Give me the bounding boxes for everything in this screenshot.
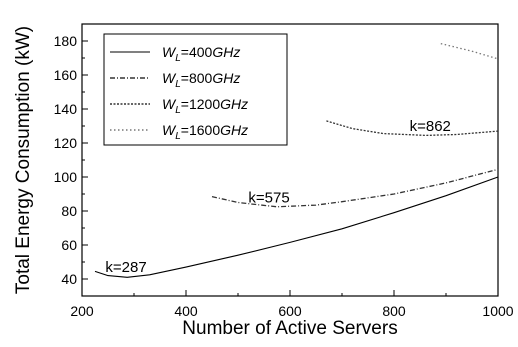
legend-label-part: W <box>162 44 177 60</box>
y-axis-label: Total Energy Consumption (kW) <box>13 26 34 294</box>
x-tick-label: 800 <box>382 303 406 319</box>
x-axis-label: Number of Active Servers <box>182 318 397 339</box>
x-axis-ticks: 200 400 600 800 1000 <box>70 290 514 319</box>
y-tick-label: 40 <box>61 271 77 287</box>
y-tick-label: 120 <box>54 135 78 151</box>
legend-label-4: WL=1600GHz <box>162 122 248 142</box>
annotation-label: k=862 <box>410 118 451 135</box>
y-tick-label: 160 <box>54 67 78 83</box>
legend-label-part: L <box>175 79 181 90</box>
legend-label-part: L <box>175 105 181 116</box>
legend-label-part: GHz <box>220 96 248 112</box>
y-tick-label: 80 <box>61 203 77 219</box>
legend-label-part: =1200 <box>181 96 221 112</box>
series-line-1 <box>94 176 499 278</box>
legend-label-part: W <box>162 122 177 138</box>
legend-label-part: GHz <box>212 70 240 86</box>
annotation-label: k=575 <box>248 190 289 207</box>
x-tick-label: 200 <box>70 303 94 319</box>
legend-label-part: =1600 <box>181 122 221 138</box>
legend-label-part: L <box>175 53 181 64</box>
x-tick-label: 600 <box>278 303 302 319</box>
annotation-label: k=287 <box>105 259 146 276</box>
legend-label-3: WL=1200GHz <box>162 96 248 116</box>
legend-label-part: GHz <box>212 44 240 60</box>
series-line-2 <box>211 168 499 208</box>
series-line-3 <box>326 120 499 137</box>
legend-label-part: W <box>162 70 177 86</box>
y-tick-label: 100 <box>54 169 78 185</box>
legend-label-part: L <box>175 131 181 142</box>
legend-label-2: WL=800GHz <box>162 70 240 90</box>
series-line-4 <box>440 42 499 60</box>
y-tick-label: 140 <box>54 101 78 117</box>
y-tick-label: 60 <box>61 237 77 253</box>
legend-label-part: GHz <box>220 122 248 138</box>
legend-label-part: =400 <box>181 44 213 60</box>
legend-label-part: =800 <box>181 70 213 86</box>
series-layer <box>94 42 499 278</box>
legend-label-1: WL=400GHz <box>162 44 240 64</box>
y-axis-ticks: 40 60 80 100 120 140 160 180 <box>54 23 88 297</box>
annotation-layer: k=287 k=575 k=862 <box>105 118 450 276</box>
y-tick-label: 180 <box>54 33 78 49</box>
x-tick-label: 1000 <box>482 303 513 319</box>
x-tick-label: 400 <box>174 303 198 319</box>
legend-label-part: W <box>162 96 177 112</box>
